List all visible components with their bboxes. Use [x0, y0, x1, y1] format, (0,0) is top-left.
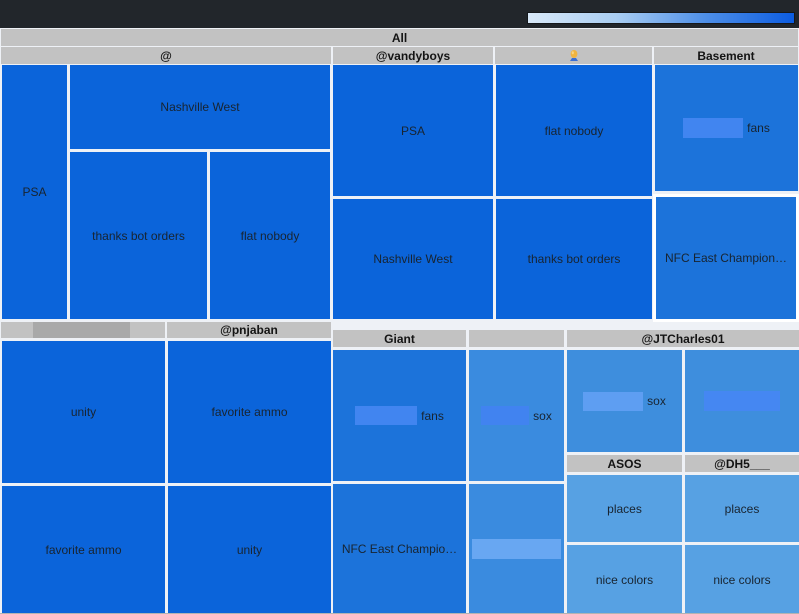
cell-label: NFC East Champio…	[341, 542, 458, 556]
redacted-text-box	[481, 406, 530, 425]
treemap-root-header[interactable]: All	[1, 29, 798, 46]
cell-asos-places[interactable]: places	[567, 475, 682, 542]
group-label: Giant	[384, 331, 415, 346]
cell-label: favorite ammo	[211, 405, 288, 419]
cell-pnjaban-favorite-ammo[interactable]: favorite ammo	[168, 341, 331, 483]
cell-vandyboys-nashville-west[interactable]: Nashville West	[333, 199, 493, 319]
cell-label: favorite ammo	[45, 543, 122, 557]
cell-jtcharles-redacted[interactable]	[685, 350, 799, 452]
cell-label: NFC East Champion…	[664, 251, 788, 265]
cell-at-flat-nobody[interactable]: flat nobody	[210, 152, 330, 319]
group-header-vandyboys[interactable]: @vandyboys	[333, 47, 493, 64]
cell-label: flat nobody	[544, 123, 604, 138]
group-header-basement[interactable]: Basement	[654, 47, 798, 64]
cell-label: fans	[747, 121, 770, 135]
cell-basement-nfc-east-champion[interactable]: NFC East Champion…	[653, 194, 799, 322]
cell-label: thanks bot orders	[527, 252, 621, 266]
group-label: @DH5___	[714, 456, 770, 471]
group-label: Basement	[697, 48, 755, 63]
group-label: @pnjaban	[220, 323, 278, 337]
cell-giant-fans[interactable]: fans	[333, 350, 466, 481]
color-scale-legend	[527, 12, 795, 24]
group-header-jtcharles01[interactable]: @JTCharles01	[567, 330, 799, 347]
cell-label: fans	[421, 408, 444, 423]
group-label: @JTCharles01	[641, 331, 725, 346]
group-header-dh5[interactable]: @DH5___	[685, 455, 799, 472]
cell-label: unity	[236, 543, 263, 557]
cell-vandyboys-psa[interactable]: PSA	[333, 65, 493, 196]
cell-label: Nashville West	[373, 252, 453, 266]
cell-emoji-flat-nobody[interactable]: flat nobody	[496, 65, 652, 196]
cell-basement-fans[interactable]: fans	[655, 65, 798, 191]
cell-jtcharles-sox[interactable]: sox	[567, 350, 682, 452]
group-header-giant[interactable]: Giant	[333, 330, 466, 347]
cell-label: sox	[647, 394, 666, 408]
cell-label: unity	[70, 405, 97, 419]
cell-at-nashville-west[interactable]: Nashville West	[70, 65, 330, 149]
cell-emoji-thanks-bot-orders[interactable]: thanks bot orders	[496, 199, 652, 319]
cell-label: Nashville West	[160, 100, 240, 114]
top-bar	[0, 0, 799, 28]
root-label: All	[391, 30, 408, 45]
redacted-text-box	[683, 118, 744, 138]
redacted-text-box	[472, 539, 561, 559]
group-header-at[interactable]: @	[1, 47, 331, 64]
group-header-blank[interactable]	[469, 330, 564, 347]
cell-label: thanks bot orders	[92, 228, 185, 243]
cell-giant-nfc-east-champio[interactable]: NFC East Champio…	[333, 484, 466, 613]
group-header-pnjaban[interactable]: @pnjaban	[167, 322, 331, 338]
group-header-emoji[interactable]	[495, 47, 652, 64]
group-header-asos[interactable]: ASOS	[567, 455, 682, 472]
cell-at-psa[interactable]: PSA	[2, 65, 67, 319]
group-label: ASOS	[607, 456, 642, 471]
group-label: @vandyboys	[375, 48, 451, 63]
trophy-emoji-icon	[567, 49, 581, 63]
cell-redactedgrp-favorite-ammo[interactable]: favorite ammo	[2, 486, 165, 613]
cell-label: PSA	[22, 185, 47, 199]
cell-label: nice colors	[595, 572, 654, 587]
group-label: @	[160, 48, 172, 63]
redacted-text-box	[355, 406, 418, 425]
cell-label: sox	[533, 408, 552, 423]
cell-label: flat nobody	[240, 228, 300, 243]
cell-label: nice colors	[713, 572, 771, 587]
cell-label: PSA	[400, 123, 425, 138]
redacted-header-box	[33, 322, 130, 338]
cell-redactedgrp-unity[interactable]: unity	[2, 341, 165, 483]
redacted-text-box	[583, 391, 644, 411]
cell-at-thanks-bot-orders[interactable]: thanks bot orders	[70, 152, 207, 319]
cell-blankgrp-sox[interactable]: sox	[469, 350, 564, 481]
cell-dh5-places[interactable]: places	[685, 475, 799, 542]
redacted-text-box	[704, 391, 780, 411]
cell-label: places	[607, 501, 642, 516]
cell-label: places	[724, 501, 760, 516]
group-header-redacted[interactable]	[1, 322, 165, 338]
cell-pnjaban-unity[interactable]: unity	[168, 486, 331, 613]
cell-blankgrp-redacted[interactable]	[469, 484, 564, 613]
cell-dh5-nice-colors[interactable]: nice colors	[685, 545, 799, 613]
cell-asos-nice-colors[interactable]: nice colors	[567, 545, 682, 613]
